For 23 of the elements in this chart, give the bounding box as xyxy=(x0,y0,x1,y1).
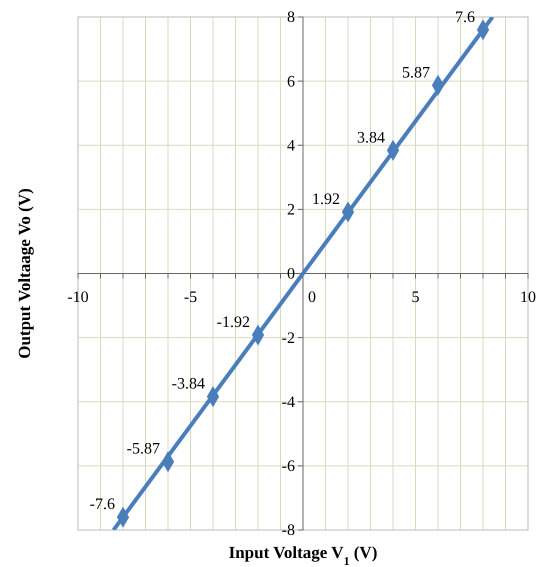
data-label: -1.92 xyxy=(216,314,250,332)
y-tick-label: 8 xyxy=(287,9,295,26)
y-tick-label: -6 xyxy=(282,458,295,475)
x-tick-label: -10 xyxy=(67,288,89,306)
data-label: -7.6 xyxy=(90,496,115,514)
data-label: -3.84 xyxy=(172,376,205,393)
y-tick-label: -8 xyxy=(282,522,295,540)
y-tick-label: -2 xyxy=(282,330,295,347)
y-tick-label: 6 xyxy=(287,73,295,90)
data-label: 7.6 xyxy=(455,8,475,26)
data-label: 1.92 xyxy=(312,190,340,208)
y-axis-title: Output Voltaage Vo (V) xyxy=(15,188,34,359)
y-tick-label: -4 xyxy=(282,394,295,411)
x-tick-label: 10 xyxy=(520,288,536,306)
data-label: -5.87 xyxy=(126,440,160,458)
data-label: 5.87 xyxy=(402,64,430,82)
x-tick-label: -5 xyxy=(184,288,198,306)
x-tick-label: 5 xyxy=(412,288,420,306)
data-label: 3.84 xyxy=(357,129,385,146)
y-tick-label: 2 xyxy=(287,201,295,218)
x-axis-title: Input Voltage V$_{1}$ (V) xyxy=(228,543,378,567)
y-tick-label: 4 xyxy=(287,137,295,154)
x-tick-label: 0 xyxy=(308,288,316,306)
